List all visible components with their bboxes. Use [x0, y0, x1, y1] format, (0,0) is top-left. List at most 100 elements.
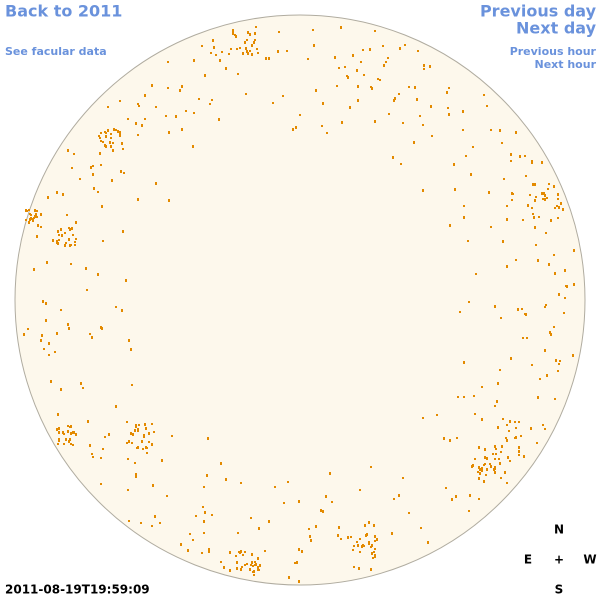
facula: [369, 48, 371, 51]
facula: [36, 210, 38, 212]
facula: [195, 515, 197, 517]
facula: [100, 483, 102, 485]
facula: [376, 538, 378, 541]
previous-day-link[interactable]: Previous day: [480, 2, 597, 21]
facula: [230, 48, 232, 50]
facula: [211, 99, 213, 101]
facula: [168, 131, 170, 134]
facula: [128, 440, 130, 443]
facula: [497, 426, 499, 429]
facula: [564, 297, 566, 299]
facula: [408, 512, 410, 514]
facula: [111, 179, 113, 182]
facula: [495, 448, 497, 450]
back-link[interactable]: Back to 2011: [5, 2, 122, 21]
facula: [534, 183, 536, 186]
facula: [239, 47, 241, 49]
facula: [143, 436, 145, 438]
facula: [123, 172, 125, 174]
facula: [40, 213, 42, 216]
facula: [135, 473, 137, 476]
facula: [74, 244, 76, 246]
next-day-link[interactable]: Next day: [516, 19, 597, 38]
previous-hour-link[interactable]: Previous hour: [510, 45, 597, 58]
facula: [523, 455, 525, 458]
facula: [429, 65, 431, 68]
facula: [341, 121, 343, 124]
facula: [347, 536, 349, 539]
facula: [398, 494, 400, 497]
facula: [416, 98, 418, 101]
facula: [366, 533, 368, 536]
facula: [506, 218, 508, 221]
facula: [152, 484, 154, 487]
facula: [246, 563, 248, 565]
facula: [359, 538, 361, 540]
facula: [58, 440, 60, 442]
facula: [283, 502, 285, 504]
facula: [483, 480, 485, 483]
facula: [325, 495, 327, 498]
facula: [130, 348, 132, 351]
facula: [489, 463, 491, 465]
facula: [573, 249, 575, 252]
facula: [253, 41, 255, 44]
facula: [67, 149, 69, 152]
facula: [48, 354, 50, 356]
facula: [292, 128, 294, 131]
facula: [550, 333, 552, 336]
facula: [357, 85, 359, 88]
facula: [524, 313, 526, 315]
facula: [404, 44, 406, 46]
facula: [521, 308, 523, 310]
facula: [56, 191, 58, 194]
facula: [264, 550, 266, 552]
facula: [479, 468, 481, 471]
facula: [102, 141, 104, 143]
facula: [510, 153, 512, 156]
facula: [161, 459, 163, 462]
facula: [506, 265, 508, 268]
facula: [65, 242, 67, 244]
facula: [413, 141, 415, 144]
facula: [484, 463, 486, 465]
facula: [25, 219, 27, 221]
facula: [274, 486, 276, 488]
facula: [494, 445, 496, 448]
facula: [91, 453, 93, 455]
facula: [97, 191, 99, 193]
facula: [517, 308, 519, 311]
facula: [472, 146, 474, 148]
facula: [544, 198, 546, 201]
facula: [371, 87, 373, 90]
facula: [483, 94, 485, 96]
facula: [238, 551, 240, 553]
next-hour-link[interactable]: Next hour: [535, 58, 597, 71]
facula: [368, 543, 370, 545]
facula: [27, 328, 29, 330]
facula: [554, 272, 556, 275]
facula: [234, 34, 236, 36]
facula: [56, 240, 58, 242]
facula: [40, 226, 42, 228]
facula: [286, 50, 288, 52]
facula: [206, 474, 208, 477]
facula: [236, 48, 238, 50]
facula: [159, 522, 161, 524]
facula: [468, 510, 470, 512]
facula: [391, 532, 393, 535]
facula: [167, 61, 169, 63]
facula: [249, 50, 251, 52]
compass-north: N: [554, 523, 564, 537]
facular-link[interactable]: See facular data: [5, 45, 107, 58]
facula: [48, 342, 50, 345]
facula: [99, 137, 101, 139]
facula: [242, 554, 244, 556]
facula: [373, 551, 375, 553]
facula: [394, 97, 396, 100]
facula: [40, 339, 42, 342]
facula: [71, 227, 73, 230]
facula: [534, 199, 536, 202]
facula: [121, 309, 123, 312]
facula: [99, 152, 101, 155]
